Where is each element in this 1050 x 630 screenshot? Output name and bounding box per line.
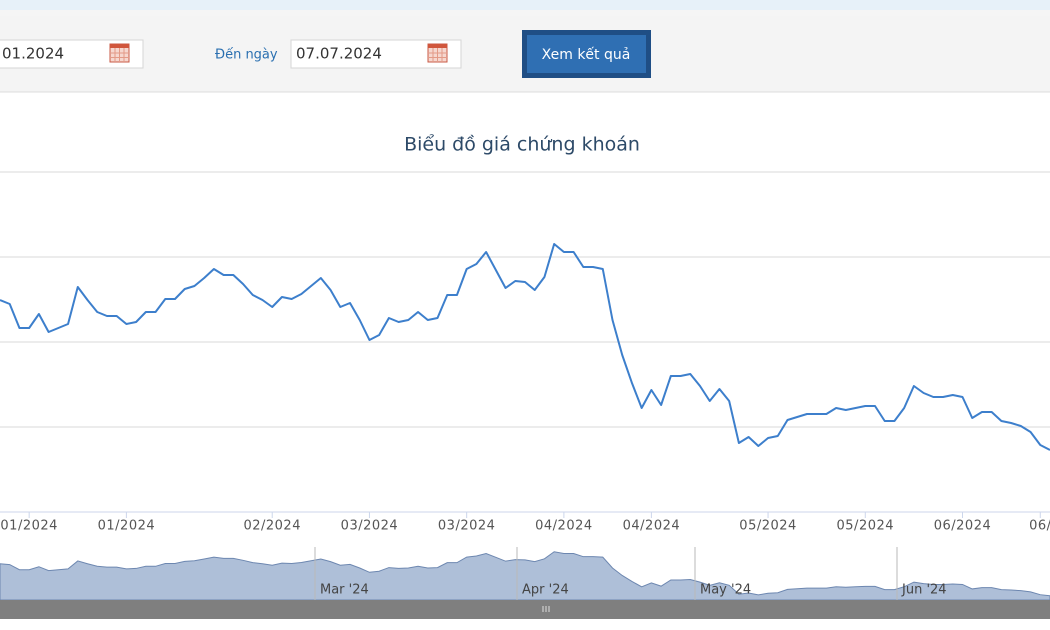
x-tick-label: 02/2024 <box>243 519 301 534</box>
x-tick-label: 06/2024 <box>934 519 992 534</box>
calendar-icon[interactable] <box>427 43 448 63</box>
navigator-label: Jun '24 <box>901 583 947 598</box>
x-tick-label: 03/2024 <box>341 519 399 534</box>
navigator-area <box>0 551 1050 601</box>
navigator-label: Mar '24 <box>320 583 369 598</box>
strip-border <box>0 10 1050 16</box>
submit-face <box>527 35 646 73</box>
x-tick-label: 05/2024 <box>837 519 895 534</box>
to-date: 07.07.2024 <box>296 45 382 63</box>
x-tick-label: 05/2024 <box>739 519 797 534</box>
navigator-label: May '24 <box>700 583 751 598</box>
x-tick-label: 06/ <box>1029 519 1050 534</box>
top-strip <box>0 0 1050 10</box>
scrollbar-grip <box>542 606 550 612</box>
x-tick-label: 01/2024 <box>98 519 156 534</box>
chart-title: Biểu đồ giá chứng khoán <box>404 134 640 156</box>
plot: 01/2024 01/2024 02/2024 03/2024 03/2024 04/20… <box>0 171 1050 601</box>
x-tick-label: 04/2024 <box>623 519 681 534</box>
navigator-label: Apr '24 <box>522 583 569 598</box>
calendar-icon[interactable] <box>109 43 130 63</box>
to-label: Đến ngày <box>215 48 278 63</box>
scrollbar[interactable] <box>0 600 1050 619</box>
x-tick-label: 04/2024 <box>535 519 593 534</box>
x-tick-label: 01/2024 <box>0 519 58 534</box>
from-date: 01.2024 <box>2 45 64 63</box>
x-tick-label: 03/2024 <box>438 519 496 534</box>
submit-label: Xem kết quả <box>542 46 631 63</box>
price-line <box>0 243 1050 451</box>
